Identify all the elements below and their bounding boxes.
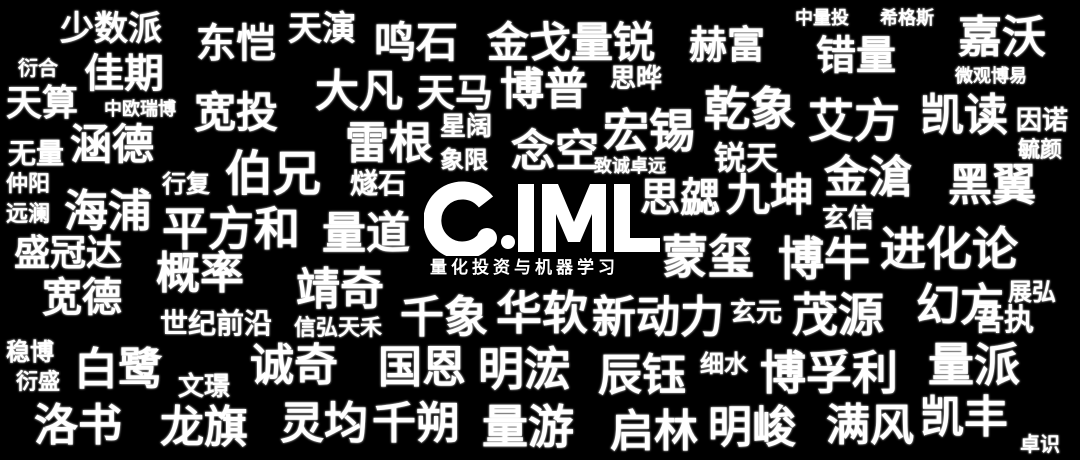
word-cloud-term: 大凡 bbox=[315, 66, 403, 117]
word-cloud-term: 凯读 bbox=[920, 90, 1008, 141]
word-cloud-term: 错量 bbox=[816, 33, 896, 79]
word-cloud-term: 启林 bbox=[610, 406, 698, 457]
word-cloud-term: 金滄 bbox=[824, 152, 912, 203]
word-cloud-term: 博牛 bbox=[778, 232, 870, 286]
word-cloud-term: 伯兄 bbox=[225, 146, 322, 202]
word-cloud-term: 宽投 bbox=[194, 88, 279, 137]
word-cloud-term: 辰钰 bbox=[598, 350, 686, 401]
word-cloud-term: 展弘 bbox=[1008, 278, 1056, 306]
word-cloud-term: 行复 bbox=[162, 170, 210, 198]
word-cloud-term: 锐天 bbox=[714, 139, 779, 177]
word-cloud-term: 洛书 bbox=[34, 400, 122, 451]
word-cloud-term: 量道 bbox=[322, 208, 410, 259]
word-cloud-term: 少数派 bbox=[60, 9, 162, 49]
word-cloud-term: 天马 bbox=[417, 71, 494, 115]
word-cloud-term: 平方和 bbox=[162, 202, 300, 256]
word-cloud-term: 赫富 bbox=[689, 23, 766, 67]
word-cloud-term: 进化论 bbox=[880, 222, 1018, 276]
word-cloud-term: 千象 bbox=[400, 292, 488, 343]
word-cloud-term: 蒙玺 bbox=[662, 230, 754, 284]
word-cloud-term: 千朔 bbox=[372, 398, 460, 449]
word-cloud-term: 乾象 bbox=[704, 82, 796, 136]
word-cloud-term: 天算 bbox=[6, 83, 79, 124]
word-cloud-term: 思勰 bbox=[640, 175, 720, 221]
word-cloud-term: 致诚卓远 bbox=[594, 156, 666, 177]
word-cloud-term: 金戈量锐 bbox=[487, 18, 656, 67]
word-cloud-term: 雷根 bbox=[345, 118, 433, 169]
word-cloud-term: 卓识 bbox=[1020, 432, 1060, 456]
word-cloud-term: 象限 bbox=[440, 146, 488, 174]
word-cloud-term: 宏锡 bbox=[603, 104, 695, 158]
word-cloud-term: 凯丰 bbox=[920, 392, 1008, 443]
word-cloud-term: 博孚利 bbox=[760, 346, 898, 400]
word-cloud-term: 思晔 bbox=[610, 64, 663, 94]
word-cloud-term: 宽德 bbox=[42, 275, 122, 321]
word-cloud-term: 满风 bbox=[826, 400, 914, 451]
qiml-logo-mark bbox=[424, 181, 660, 256]
word-cloud-term: 靖奇 bbox=[296, 264, 384, 315]
word-cloud-term: 无量 bbox=[8, 137, 65, 170]
qiml-logo: 量化投资与机器学习 bbox=[424, 176, 660, 280]
word-cloud-term: 博普 bbox=[500, 64, 588, 115]
word-cloud-term: 天演 bbox=[288, 9, 356, 49]
word-cloud-term: 诚奇 bbox=[250, 340, 338, 391]
word-cloud-term: 华软 bbox=[496, 286, 588, 340]
word-cloud-term: 量派 bbox=[928, 338, 1020, 392]
word-cloud-term: 玄信 bbox=[822, 204, 875, 234]
word-cloud-term: 细水 bbox=[700, 350, 748, 378]
word-cloud-term: 仲阳 bbox=[6, 172, 51, 197]
word-cloud-term: 白鹭 bbox=[74, 344, 162, 395]
word-cloud-term: 明浤 bbox=[478, 342, 570, 396]
word-cloud-term: 灵均 bbox=[280, 398, 368, 449]
word-cloud-term: 毓颜 bbox=[1018, 138, 1063, 163]
word-cloud-term: 明峻 bbox=[708, 402, 796, 453]
word-cloud-term: 东恺 bbox=[196, 21, 276, 67]
word-cloud-term: 涵德 bbox=[70, 120, 155, 169]
word-cloud-term: 嘉沃 bbox=[958, 12, 1046, 63]
word-cloud-term: 信弘天禾 bbox=[294, 316, 383, 341]
word-cloud-term: 国恩 bbox=[378, 342, 466, 393]
word-cloud-term: 燧石 bbox=[350, 167, 407, 200]
word-cloud-term: 中欧瑞博 bbox=[104, 99, 176, 120]
word-cloud-term: 幻方 bbox=[916, 280, 1004, 331]
word-cloud-term: 希格斯 bbox=[880, 8, 934, 29]
word-cloud-term: 九坤 bbox=[726, 170, 814, 221]
word-cloud-term: 微观博易 bbox=[955, 66, 1027, 87]
word-cloud-term: 念空 bbox=[511, 126, 599, 177]
word-cloud-term: 玄元 bbox=[730, 298, 783, 328]
word-cloud-term: 文璟 bbox=[178, 372, 231, 402]
word-cloud-term: 衍盛 bbox=[16, 370, 61, 395]
word-cloud-term: 黑翼 bbox=[948, 160, 1036, 211]
word-cloud-term: 吾执 bbox=[974, 303, 1034, 338]
word-cloud-term: 稳博 bbox=[6, 338, 54, 366]
word-cloud-term: 新动力 bbox=[592, 292, 724, 343]
word-cloud-term: 概率 bbox=[156, 248, 244, 299]
qiml-logo-subtitle: 量化投资与机器学习 bbox=[430, 258, 619, 278]
word-cloud-term: 远澜 bbox=[6, 202, 51, 227]
word-cloud-term: 星阔 bbox=[440, 112, 493, 142]
word-cloud-term: 盛冠达 bbox=[14, 233, 123, 274]
word-cloud-term: 世纪前沿 bbox=[160, 307, 273, 340]
word-cloud-term: 鸣石 bbox=[374, 18, 459, 67]
word-cloud-term: 量游 bbox=[482, 400, 574, 454]
word-cloud-term: 海浦 bbox=[64, 186, 152, 237]
word-cloud-term: 茂源 bbox=[792, 288, 884, 342]
word-cloud-term: 中量投 bbox=[795, 8, 849, 29]
word-cloud-term: 衍合 bbox=[18, 56, 58, 80]
word-cloud-term: 龙旗 bbox=[160, 402, 248, 453]
word-cloud-term: 艾方 bbox=[808, 94, 900, 148]
word-cloud-term: 因诺 bbox=[1016, 106, 1069, 136]
word-cloud-term: 佳期 bbox=[84, 51, 164, 97]
